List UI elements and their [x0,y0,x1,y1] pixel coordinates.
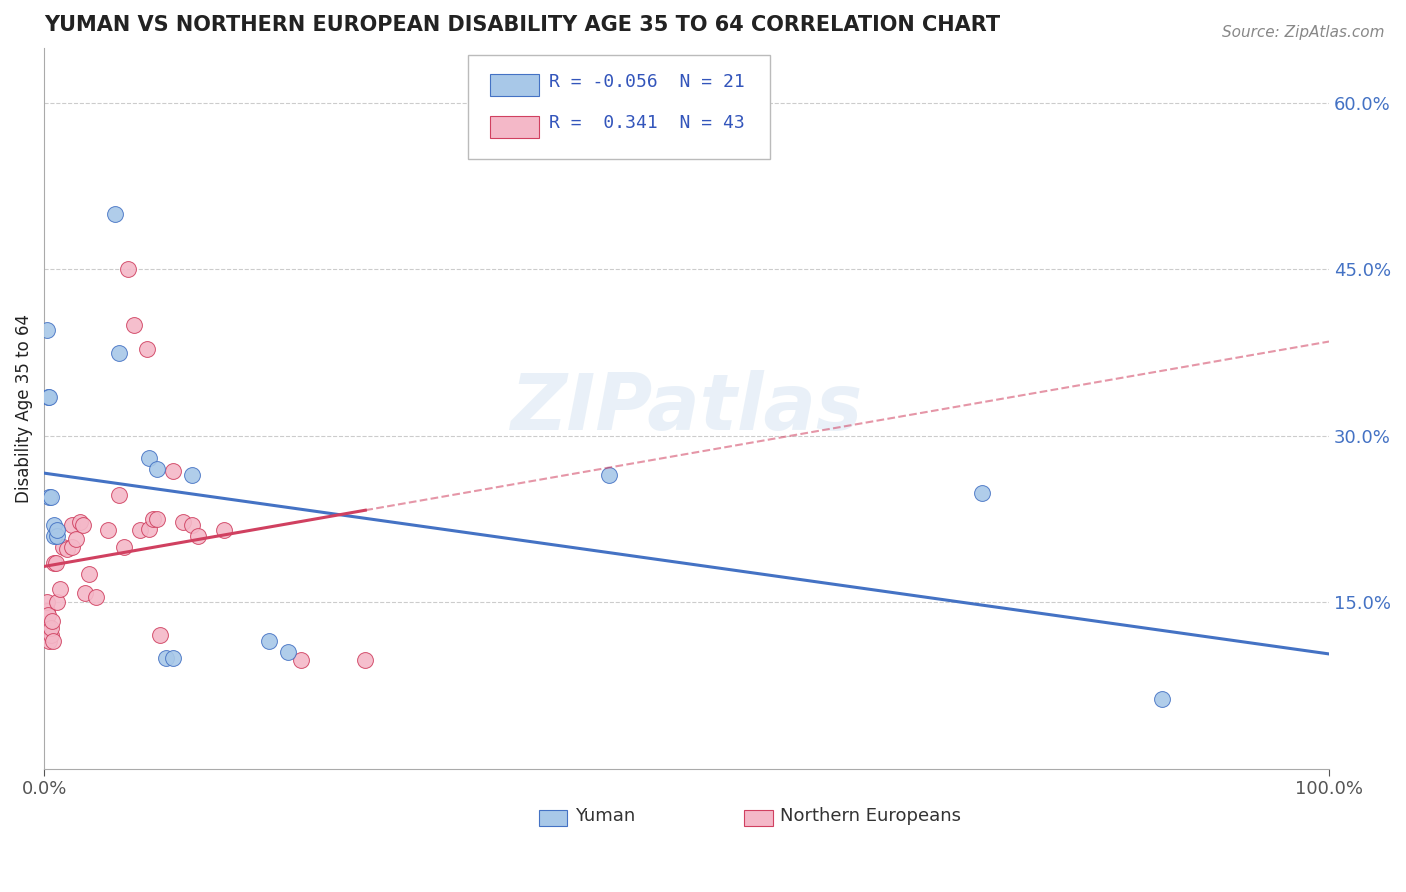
Point [44,528,66,542]
Point [146,462,169,476]
Point [38,390,60,404]
Point [155,650,177,665]
Point [84,590,107,604]
Point [187,528,209,542]
Point [112,540,135,554]
Point [37,608,59,623]
Point [97,523,120,537]
Point [37,626,59,640]
Point [60,517,83,532]
Point [290,653,312,667]
Point [44,557,66,571]
Point [970,486,993,500]
Point [37,390,59,404]
Point [180,517,202,532]
Point [35,595,58,609]
Point [38,490,60,504]
Text: Northern Europeans: Northern Europeans [780,807,962,825]
Point [172,516,194,530]
Point [1150,691,1173,706]
Bar [538,810,567,826]
Point [107,345,129,359]
Point [48,582,70,596]
FancyBboxPatch shape [468,55,770,160]
Point [35,604,58,618]
Point [162,464,184,478]
Point [72,517,94,532]
Point [35,617,58,632]
Point [135,343,157,357]
Point [122,318,145,332]
Point [104,207,127,221]
Point [354,653,377,667]
Point [38,634,60,648]
Point [39,621,62,635]
Point [37,619,59,633]
Point [45,557,67,571]
Point [46,528,69,542]
Point [129,523,152,537]
Point [180,467,202,482]
Bar [489,74,538,96]
Text: Source: ZipAtlas.com: Source: ZipAtlas.com [1222,25,1385,40]
Point [41,614,63,628]
Point [598,467,620,482]
Text: R =  0.341  N = 43: R = 0.341 N = 43 [550,114,745,132]
Point [117,262,139,277]
Point [52,540,75,554]
Text: R = -0.056  N = 21: R = -0.056 N = 21 [550,72,745,91]
Point [42,634,65,648]
Point [162,650,184,665]
Point [35,323,58,337]
Text: ZIPatlas: ZIPatlas [510,370,863,446]
Point [212,523,235,537]
Point [138,522,160,536]
Point [60,540,83,554]
Point [277,645,299,659]
Point [39,490,62,504]
Text: YUMAN VS NORTHERN EUROPEAN DISABILITY AGE 35 TO 64 CORRELATION CHART: YUMAN VS NORTHERN EUROPEAN DISABILITY AG… [44,15,1000,35]
Point [146,512,169,526]
Point [257,634,280,648]
Bar [489,116,538,137]
Point [142,512,165,526]
Point [69,516,91,530]
Point [77,567,100,582]
Point [46,595,69,609]
Point [75,586,97,600]
Point [56,541,79,556]
Point [149,628,172,642]
Point [39,628,62,642]
Point [138,450,160,465]
Point [65,532,87,546]
Point [107,487,129,501]
Point [44,517,66,532]
Y-axis label: Disability Age 35 to 64: Disability Age 35 to 64 [15,314,32,502]
Point [46,523,69,537]
Text: Yuman: Yuman [575,807,636,825]
Bar [744,810,773,826]
